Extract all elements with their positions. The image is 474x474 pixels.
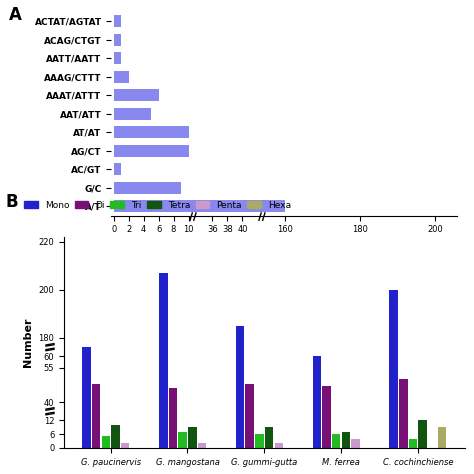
Bar [342,432,350,448]
Bar [312,356,321,448]
Bar [399,379,408,448]
Bar [188,428,197,448]
Bar [114,182,181,194]
Bar [246,384,254,448]
Bar [114,34,121,46]
Bar [82,347,91,448]
Bar [114,145,189,157]
Text: A: A [9,6,22,24]
Text: B: B [6,193,18,211]
Bar [169,388,177,448]
Bar [114,108,151,120]
Bar [121,443,129,448]
Bar [409,439,417,448]
Bar [114,15,121,27]
Bar [114,89,159,101]
Bar [178,432,187,448]
Bar [390,290,398,448]
Bar [92,384,100,448]
Bar [351,439,360,448]
Bar [322,386,331,448]
Bar [114,126,189,138]
Bar [114,71,128,83]
Bar [114,201,285,212]
Bar [255,434,264,448]
Legend: Mono, Di, Tri, Tetra, Penta, Hexa: Mono, Di, Tri, Tetra, Penta, Hexa [20,197,295,213]
X-axis label: Number: Number [260,240,309,250]
Bar [438,428,447,448]
Bar [265,428,273,448]
Bar [114,164,121,175]
Y-axis label: Number: Number [23,318,33,367]
Bar [159,273,167,448]
Bar [236,326,244,448]
Bar [419,420,427,448]
Bar [111,425,120,448]
Bar [101,437,110,448]
Bar [332,434,340,448]
Bar [198,443,206,448]
Bar [274,443,283,448]
Bar [114,52,121,64]
